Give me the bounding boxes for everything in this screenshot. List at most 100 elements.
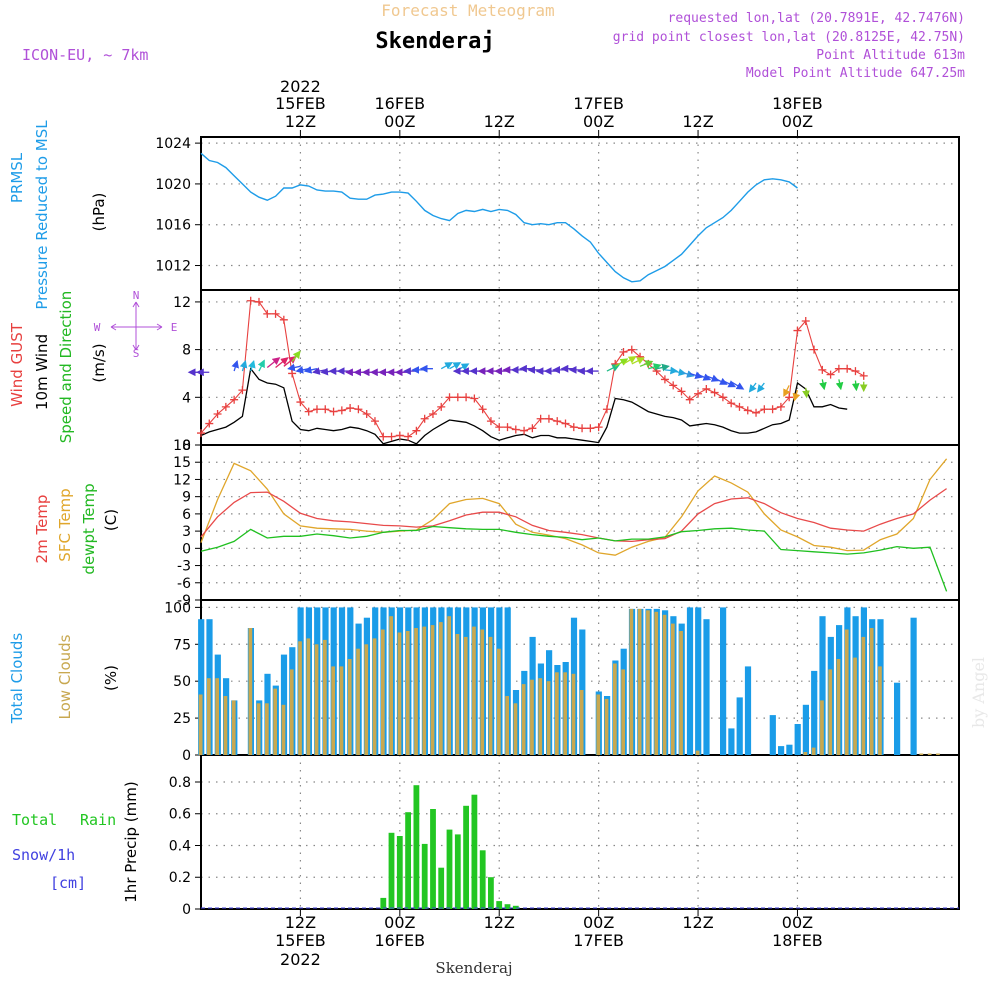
gust-point xyxy=(197,429,205,438)
pressure-unit: (hPa) xyxy=(90,193,108,232)
gust-point xyxy=(213,410,222,418)
top-axis-label: 18FEB xyxy=(772,94,823,113)
pressure-panel: 1012 1016 1020 1024 xyxy=(155,136,960,291)
wind-arrow xyxy=(689,371,704,379)
clouds-tick-label: 100 xyxy=(164,600,191,616)
gust-point xyxy=(453,393,462,402)
low-cloud-bar xyxy=(447,616,451,755)
gust-point xyxy=(602,405,611,414)
temp-tick-label: 9 xyxy=(182,490,191,506)
low-cloud-bar xyxy=(654,611,659,755)
wind-arrow xyxy=(783,385,791,398)
pressure-line xyxy=(200,152,798,283)
bottom-axis-label: 00Z xyxy=(583,913,614,932)
low-cloud-bar xyxy=(546,681,551,755)
temp-tick-label: 0 xyxy=(182,541,191,557)
bottom-axis-label: 00Z xyxy=(782,913,813,932)
wind-dir-label: Speed and Direction xyxy=(57,291,75,444)
gust-point xyxy=(752,408,761,417)
low-cloud-bar xyxy=(844,629,849,755)
tsfc-label: SFC Temp xyxy=(56,488,74,561)
rain-bar xyxy=(421,843,428,909)
gust-point xyxy=(520,426,529,435)
total-cloud-bar xyxy=(728,728,735,755)
low-cloud-bar xyxy=(637,608,642,755)
gust-point xyxy=(843,364,852,373)
low-cloud-bar xyxy=(306,638,311,755)
compass-n: N xyxy=(133,289,140,302)
top-axis-label: 12Z xyxy=(285,112,316,131)
wind-arrow xyxy=(248,359,256,372)
gust-point xyxy=(404,432,413,441)
wind-arrow xyxy=(291,350,301,362)
clouds-tick-label: 50 xyxy=(173,674,191,690)
requested-coords: requested lon,lat (20.7891E, 42.7476N) xyxy=(668,11,965,26)
point-altitude: Point Altitude 613m xyxy=(816,48,965,63)
rain-bar xyxy=(479,850,486,909)
low-cloud-bar xyxy=(273,688,277,755)
rain-bar xyxy=(413,785,420,909)
rain-bar xyxy=(396,836,403,909)
low-cloud-bar xyxy=(695,750,700,755)
rain-bar xyxy=(512,905,519,909)
low-cloud-bar xyxy=(811,747,816,755)
temp-tick-label: 18 xyxy=(173,438,191,454)
low-cloud-bar xyxy=(265,703,269,755)
gust-point xyxy=(230,395,239,404)
precip-tick-label: 0 xyxy=(182,902,191,918)
total-cloud-bar xyxy=(894,682,901,755)
low-cloud-bar xyxy=(347,659,352,755)
gust-point xyxy=(486,417,495,426)
low-cloud-bar xyxy=(422,626,427,755)
bottom-axis-label: 17FEB xyxy=(573,931,624,950)
model-name: ICON-EU, ~ 7km xyxy=(22,46,148,64)
low-cloud-bar xyxy=(538,678,543,755)
gust-label: Wind GUST xyxy=(8,322,26,407)
gust-point xyxy=(818,365,827,374)
wind-arrow xyxy=(730,381,745,390)
low-cloud-bar xyxy=(919,753,924,755)
low-cloud-bar xyxy=(339,666,344,755)
gust-point xyxy=(370,417,379,426)
gust-point xyxy=(710,388,719,397)
gust-point xyxy=(669,381,678,390)
total-cloud-bar xyxy=(802,704,809,755)
rain-bar xyxy=(438,867,445,909)
temp-tick-label: 12 xyxy=(173,472,191,488)
wind-arrow xyxy=(648,363,662,371)
precip-tick-label: 0.8 xyxy=(169,775,191,791)
low-cloud-bar xyxy=(563,672,567,755)
wind-arrow xyxy=(231,359,239,372)
sfc-temp-line xyxy=(200,458,948,556)
pressure-label: Pressure Reduced to MSL xyxy=(33,120,51,310)
top-axis-label: 12Z xyxy=(682,112,713,131)
top-axis-label: 15FEB xyxy=(275,94,326,113)
gust-point xyxy=(503,423,512,432)
gust-point xyxy=(296,398,305,407)
wind-tick-label: 8 xyxy=(182,343,191,359)
gust-point xyxy=(478,405,487,414)
gust-point xyxy=(553,417,562,426)
low-cloud-bar xyxy=(927,753,932,755)
wind-arrow xyxy=(722,380,737,388)
total-cloud-bar xyxy=(819,616,826,755)
wind-arrow xyxy=(275,357,289,369)
t2m-label: 2m Temp xyxy=(33,495,51,564)
wind-arrow xyxy=(757,382,765,393)
low-cloud-bar xyxy=(331,666,335,755)
wind-direction-arrows xyxy=(187,350,868,402)
low-cloud-bar xyxy=(405,631,410,755)
wind-arrow xyxy=(697,373,712,381)
low-cloud-bar xyxy=(397,632,402,755)
location-title: Skenderaj xyxy=(375,29,494,54)
gust-point xyxy=(627,345,636,354)
grid-point-coords: grid point closest lon,lat (20.8125E, 42… xyxy=(613,30,965,45)
wind-arrow xyxy=(623,356,637,365)
gust-point xyxy=(536,414,545,423)
wind-arrow xyxy=(639,360,654,368)
wind-arrow xyxy=(449,362,462,370)
gust-point xyxy=(254,297,263,306)
gust-point xyxy=(851,367,860,376)
